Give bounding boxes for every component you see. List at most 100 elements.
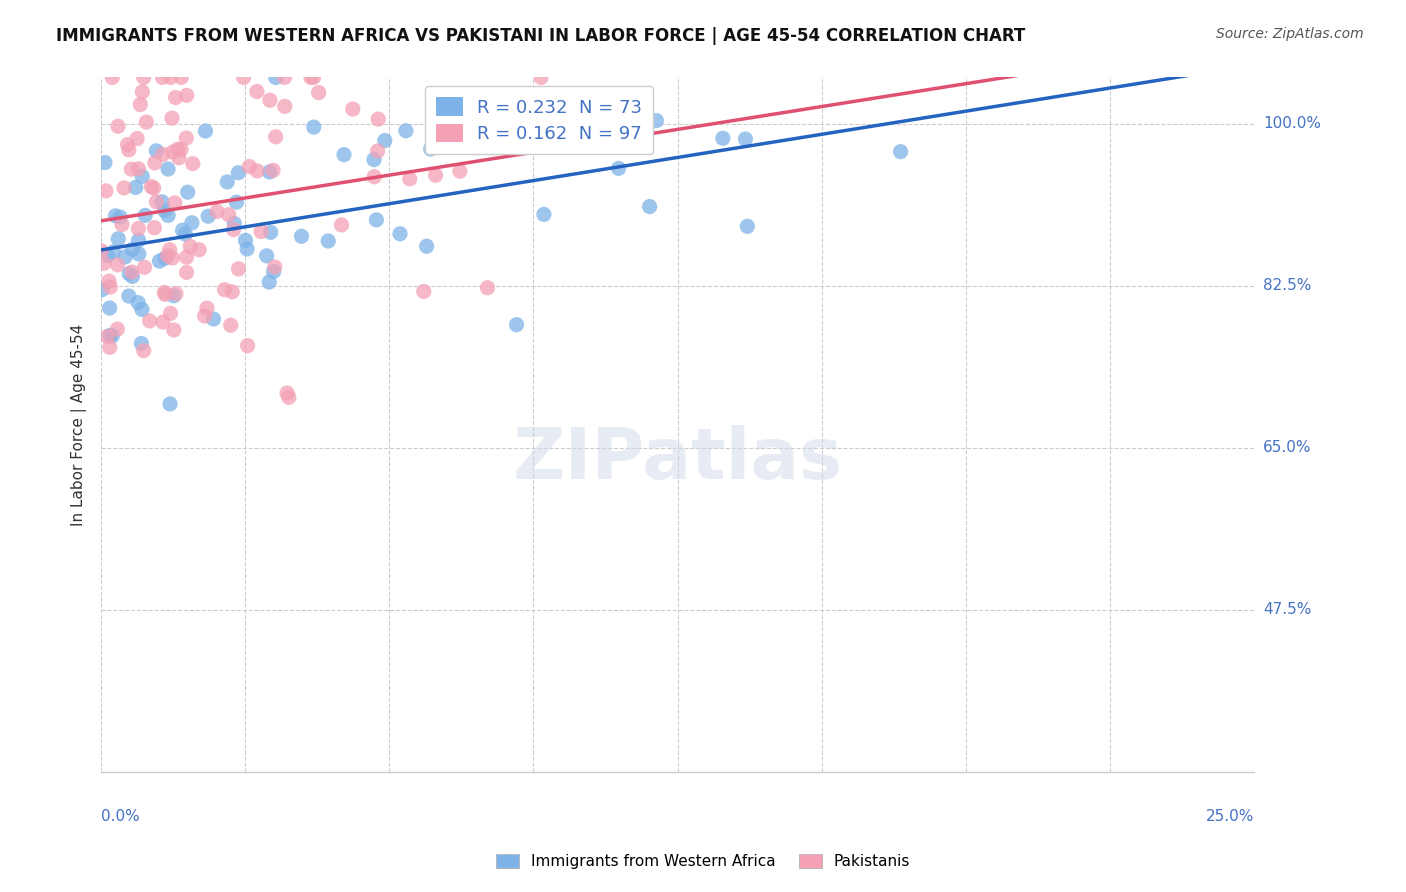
- Pakistanis: [236, 338, 259, 352]
- Immigrants from Western Africa: [118, 267, 141, 281]
- Pakistanis: [132, 343, 155, 358]
- Pakistanis: [170, 142, 193, 156]
- Legend: R = 0.232  N = 73, R = 0.162  N = 97: R = 0.232 N = 73, R = 0.162 N = 97: [425, 87, 654, 154]
- Text: 100.0%: 100.0%: [1263, 116, 1322, 131]
- Pakistanis: [98, 274, 121, 288]
- Immigrants from Western Africa: [224, 217, 246, 231]
- Pakistanis: [425, 169, 447, 183]
- Pakistanis: [127, 161, 149, 176]
- Immigrants from Western Africa: [316, 234, 339, 248]
- Immigrants from Western Africa: [505, 318, 527, 332]
- Pakistanis: [156, 249, 179, 263]
- Pakistanis: [118, 143, 141, 157]
- Pakistanis: [398, 172, 420, 186]
- Pakistanis: [143, 220, 166, 235]
- Pakistanis: [222, 222, 245, 236]
- Text: IMMIGRANTS FROM WESTERN AFRICA VS PAKISTANI IN LABOR FORCE | AGE 45-54 CORRELATI: IMMIGRANTS FROM WESTERN AFRICA VS PAKIST…: [56, 27, 1025, 45]
- Pakistanis: [194, 309, 217, 323]
- Pakistanis: [219, 318, 242, 333]
- Immigrants from Western Africa: [107, 232, 129, 246]
- Pakistanis: [176, 131, 198, 145]
- Immigrants from Western Africa: [101, 329, 124, 343]
- Pakistanis: [367, 144, 389, 158]
- Pakistanis: [159, 306, 181, 320]
- Pakistanis: [120, 162, 142, 177]
- Immigrants from Western Africa: [104, 209, 127, 223]
- Pakistanis: [160, 111, 183, 125]
- Pakistanis: [143, 156, 166, 170]
- Pakistanis: [273, 70, 295, 85]
- Immigrants from Western Africa: [159, 397, 181, 411]
- Immigrants from Western Africa: [163, 289, 186, 303]
- Text: 65.0%: 65.0%: [1263, 441, 1312, 455]
- Pakistanis: [436, 105, 458, 120]
- Pakistanis: [170, 70, 193, 85]
- Pakistanis: [162, 251, 184, 265]
- Immigrants from Western Africa: [121, 243, 143, 257]
- Pakistanis: [363, 169, 385, 184]
- Y-axis label: In Labor Force | Age 45-54: In Labor Force | Age 45-54: [72, 324, 87, 525]
- Pakistanis: [159, 243, 181, 257]
- Immigrants from Western Africa: [461, 120, 484, 135]
- Immigrants from Western Africa: [194, 124, 217, 138]
- Pakistanis: [101, 70, 124, 85]
- Immigrants from Western Africa: [118, 289, 141, 303]
- Pakistanis: [135, 115, 157, 129]
- Immigrants from Western Africa: [128, 247, 150, 261]
- Pakistanis: [259, 93, 281, 107]
- Pakistanis: [111, 218, 134, 232]
- Pakistanis: [176, 250, 198, 264]
- Pakistanis: [165, 90, 187, 104]
- Text: 82.5%: 82.5%: [1263, 278, 1312, 293]
- Pakistanis: [107, 258, 129, 272]
- Pakistanis: [264, 129, 287, 144]
- Immigrants from Western Africa: [734, 132, 756, 146]
- Immigrants from Western Africa: [228, 166, 250, 180]
- Pakistanis: [105, 322, 128, 336]
- Immigrants from Western Africa: [711, 131, 734, 145]
- Immigrants from Western Africa: [131, 302, 153, 317]
- Text: 47.5%: 47.5%: [1263, 602, 1312, 617]
- Immigrants from Western Africa: [256, 249, 278, 263]
- Pakistanis: [250, 225, 273, 239]
- Immigrants from Western Africa: [98, 301, 121, 315]
- Pakistanis: [214, 283, 236, 297]
- Legend: Immigrants from Western Africa, Pakistanis: Immigrants from Western Africa, Pakistan…: [489, 848, 917, 875]
- Pakistanis: [412, 285, 434, 299]
- Pakistanis: [342, 102, 364, 116]
- Pakistanis: [367, 112, 389, 127]
- Immigrants from Western Africa: [128, 233, 150, 247]
- Immigrants from Western Africa: [157, 208, 180, 222]
- Immigrants from Western Africa: [290, 229, 312, 244]
- Pakistanis: [98, 280, 121, 294]
- Pakistanis: [246, 164, 269, 178]
- Pakistanis: [166, 142, 188, 156]
- Immigrants from Western Africa: [94, 155, 117, 169]
- Pakistanis: [107, 120, 129, 134]
- Pakistanis: [141, 179, 163, 194]
- Pakistanis: [274, 99, 297, 113]
- Immigrants from Western Africa: [236, 242, 259, 256]
- Pakistanis: [221, 285, 243, 299]
- Pakistanis: [228, 261, 250, 276]
- Pakistanis: [176, 265, 198, 279]
- Pakistanis: [155, 287, 177, 301]
- Immigrants from Western Africa: [560, 89, 582, 103]
- Pakistanis: [530, 70, 553, 85]
- Immigrants from Western Africa: [121, 269, 143, 284]
- Pakistanis: [96, 329, 118, 343]
- Immigrants from Western Africa: [197, 209, 219, 223]
- Pakistanis: [163, 195, 186, 210]
- Immigrants from Western Africa: [131, 336, 153, 351]
- Text: 0.0%: 0.0%: [101, 809, 139, 824]
- Text: ZIPatlas: ZIPatlas: [513, 425, 842, 494]
- Immigrants from Western Africa: [737, 219, 759, 234]
- Pakistanis: [152, 147, 174, 161]
- Pakistanis: [246, 85, 269, 99]
- Pakistanis: [449, 164, 471, 178]
- Pakistanis: [90, 244, 112, 258]
- Immigrants from Western Africa: [217, 175, 239, 189]
- Immigrants from Western Africa: [225, 195, 247, 210]
- Immigrants from Western Africa: [395, 124, 418, 138]
- Pakistanis: [121, 265, 143, 279]
